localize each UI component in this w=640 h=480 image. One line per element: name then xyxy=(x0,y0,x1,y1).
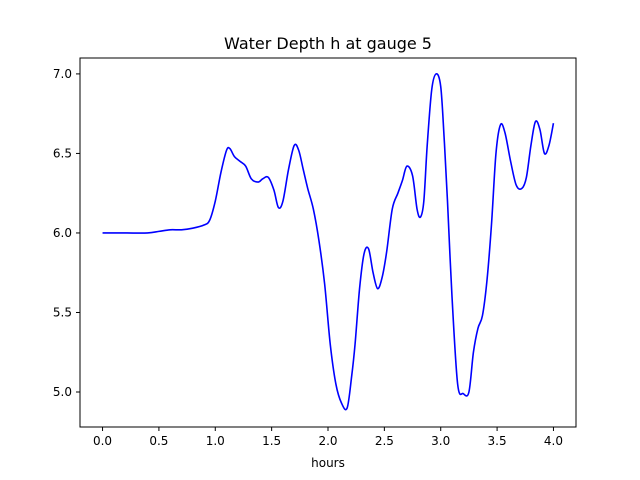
x-tick-label: 1.5 xyxy=(262,434,281,448)
x-tick-label: 0.5 xyxy=(149,434,168,448)
x-axis-label: hours xyxy=(311,456,345,470)
x-tick-label: 1.0 xyxy=(206,434,225,448)
y-tick-label: 6.5 xyxy=(53,146,72,160)
x-tick-label: 0.0 xyxy=(93,434,112,448)
plot-area xyxy=(102,73,555,411)
y-tick-label: 6.0 xyxy=(53,226,72,240)
y-tick-label: 7.0 xyxy=(53,67,72,81)
x-tick-label: 3.0 xyxy=(431,434,450,448)
y-tick-label: 5.0 xyxy=(53,385,72,399)
axes-frame xyxy=(79,57,577,428)
y-tick-label: 5.5 xyxy=(53,305,72,319)
x-tick-label: 4.0 xyxy=(544,434,563,448)
x-tick-label: 2.5 xyxy=(375,434,394,448)
x-axis-ticks: 0.0 0.5 1.0 1.5 2.0 2.5 3.0 3.5 4.0 xyxy=(93,427,563,448)
y-axis-ticks: 5.0 5.5 6.0 6.5 7.0 xyxy=(53,67,80,399)
series-line-0 xyxy=(102,73,555,411)
chart-title: Water Depth h at gauge 5 xyxy=(224,34,432,53)
x-tick-label: 3.5 xyxy=(488,434,507,448)
x-tick-label: 2.0 xyxy=(318,434,337,448)
